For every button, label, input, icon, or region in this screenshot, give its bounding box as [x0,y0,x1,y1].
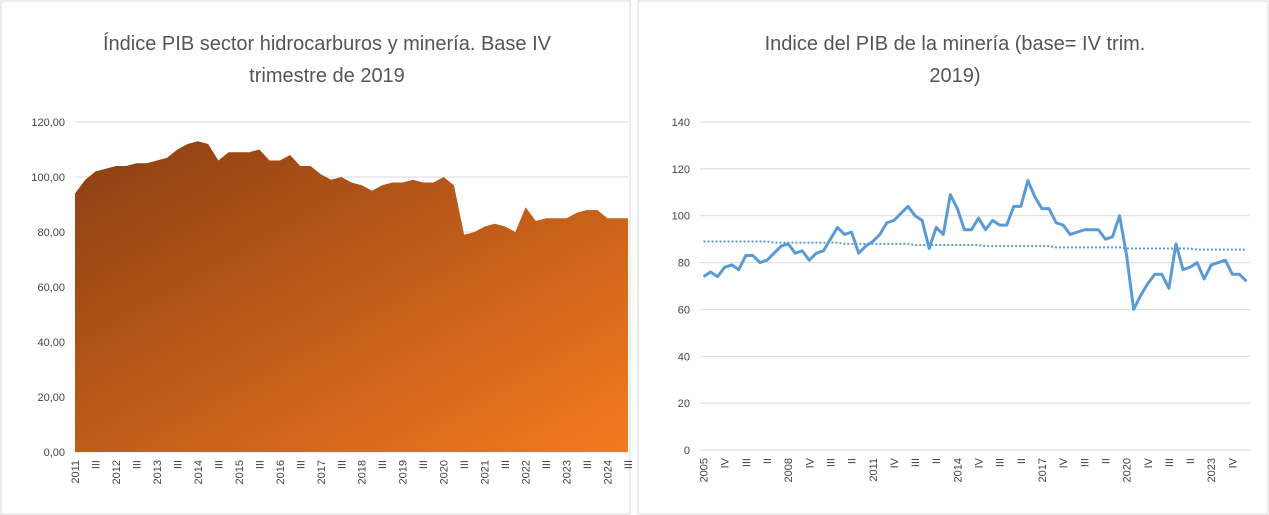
x-tick-label: 2005 [699,458,711,482]
x-tick-label: 2021 [480,460,492,484]
y-tick-label: 20 [678,398,690,410]
x-tick-label: 2013 [152,460,164,484]
x-tick-label: IV [889,457,901,468]
x-tick-label: III [213,460,225,469]
y-tick-label: 120 [672,164,690,176]
x-tick-label: III [418,460,430,469]
chart-title: 2019) [929,65,980,87]
x-tick-label: III [90,460,102,469]
x-tick-label: III [623,460,635,469]
y-tick-label: 80,00 [37,227,65,239]
x-tick-label: 2008 [783,458,795,482]
x-tick-label: III [336,460,348,469]
area [75,141,628,452]
x-tick-label: III [741,458,753,467]
y-tick-label: 40 [678,351,690,363]
x-tick-label: III [500,460,512,469]
y-tick-label: 120,00 [31,117,65,129]
x-tick-label: III [1164,458,1176,467]
x-tick-label: 2012 [111,460,123,484]
x-tick-label: 2014 [952,458,964,482]
x-tick-label: II [847,458,859,464]
y-tick-label: 0,00 [44,447,65,459]
x-tick-label: 2017 [316,460,328,484]
x-tick-label: III [825,458,837,467]
x-tick-label: 2020 [1122,458,1134,482]
x-tick-label: II [1185,458,1197,464]
x-tick-label: III [459,460,471,469]
x-tick-label: 2011 [70,460,82,484]
y-tick-label: 20,00 [37,392,65,404]
x-tick-label: II [1016,458,1028,464]
y-tick-label: 100,00 [31,172,65,184]
x-tick-label: 2018 [357,460,369,484]
x-tick-label: III [172,460,184,469]
x-tick-label: IV [1058,457,1070,468]
y-tick-label: 140 [672,117,690,129]
x-tick-label: IV [1143,457,1155,468]
y-tick-label: 0 [684,445,690,457]
x-tick-label: III [377,460,389,469]
panel [637,0,1269,515]
x-tick-label: III [582,460,594,469]
x-tick-label: 2019 [398,460,410,484]
x-tick-label: IV [720,457,732,468]
x-tick-label: III [1079,458,1091,467]
chart-title: Índice PIB sector hidrocarburos y minerí… [103,32,552,55]
x-tick-label: III [541,460,553,469]
y-tick-label: 60,00 [37,282,65,294]
x-tick-label: II [931,458,943,464]
x-tick-label: IV [804,457,816,468]
line [703,240,1247,251]
x-tick-label: 2016 [275,460,287,484]
x-tick-label: II [1100,458,1112,464]
x-tick-label: III [995,458,1007,467]
x-tick-label: III [295,460,307,469]
chart-title: Indice del PIB de la minería (base= IV t… [765,33,1146,55]
x-tick-label: 2022 [521,460,533,484]
x-tick-label: 2023 [1206,458,1218,482]
line [702,179,1248,311]
x-tick-label: 2017 [1037,458,1049,482]
x-tick-label: 2024 [603,460,615,484]
x-tick-label: III [131,460,143,469]
x-tick-label: III [910,458,922,467]
x-tick-label: III [254,460,266,469]
x-tick-label: 2023 [562,460,574,484]
x-tick-label: II [762,458,774,464]
x-tick-label: IV [1227,457,1239,468]
x-tick-label: 2015 [234,460,246,484]
x-tick-label: 2020 [439,460,451,484]
x-tick-label: 2014 [193,460,205,484]
chart-title: trimestre de 2019 [249,65,405,87]
y-tick-label: 80 [678,258,690,270]
x-tick-label: IV [974,457,986,468]
y-tick-label: 100 [672,211,690,223]
y-tick-label: 60 [678,304,690,316]
y-tick-label: 40,00 [37,337,65,349]
x-tick-label: 2011 [868,458,880,482]
